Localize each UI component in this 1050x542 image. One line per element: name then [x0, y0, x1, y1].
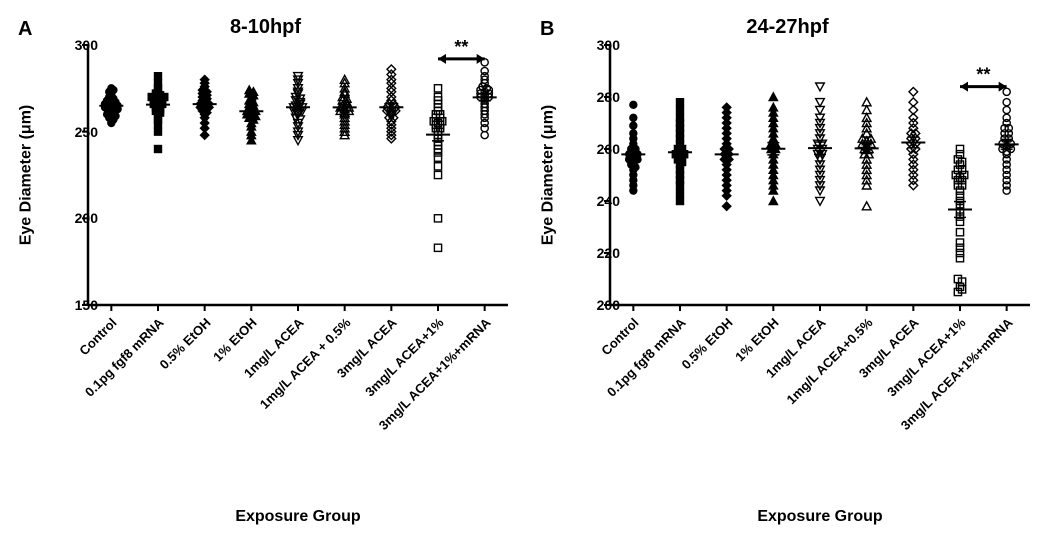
svg-text:**: **: [454, 37, 468, 57]
panel-b-title: 24-27hpf: [530, 16, 1045, 39]
ytick-label: 280: [570, 89, 620, 105]
ytick-label: 300: [570, 37, 620, 53]
panel-b-xtitle: Exposure Group: [610, 508, 1030, 526]
ytick-label: 150: [48, 297, 98, 313]
ytick-label: 200: [48, 210, 98, 226]
panel-b-ytitle-wrap: Eye Diameter (μm): [538, 45, 558, 305]
panel-b-plot: **: [610, 45, 1030, 305]
panel-a: A 8-10hpf Eye Diameter (μm) ** Exposure …: [8, 10, 523, 530]
ytick-label: 260: [570, 141, 620, 157]
panel-a-plot: **: [88, 45, 508, 305]
panel-a-title: 8-10hpf: [8, 16, 523, 39]
xtick-label: 1mg/L ACEA+0.5%: [783, 315, 875, 407]
ytick-label: 250: [48, 124, 98, 140]
ytick-label: 220: [570, 245, 620, 261]
panel-a-ytitle: Eye Diameter (μm): [17, 105, 35, 246]
svg-text:**: **: [976, 65, 990, 85]
ytick-label: 300: [48, 37, 98, 53]
xtick-label: Control: [599, 315, 642, 358]
panel-a-ytitle-wrap: Eye Diameter (μm): [16, 45, 36, 305]
ytick-label: 240: [570, 193, 620, 209]
panel-b: B 24-27hpf Eye Diameter (μm) ** Exposure…: [530, 10, 1045, 530]
panel-b-ytitle: Eye Diameter (μm): [539, 105, 557, 246]
ytick-label: 200: [570, 297, 620, 313]
panel-a-xtitle: Exposure Group: [88, 508, 508, 526]
xtick-label: Control: [77, 315, 120, 358]
figure-root: A 8-10hpf Eye Diameter (μm) ** Exposure …: [0, 0, 1050, 542]
